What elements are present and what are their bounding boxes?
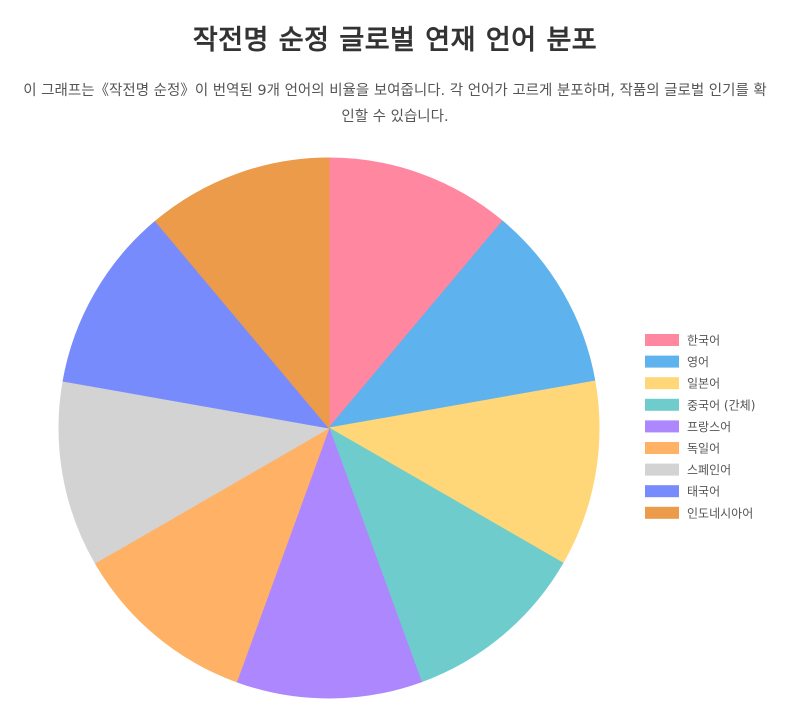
pie-slice-2[interactable]: [327, 220, 596, 429]
legend-swatch: [645, 463, 679, 476]
pie-slice-9[interactable]: [154, 157, 330, 430]
legend-swatch: [645, 485, 679, 498]
legend-label: 스페인어: [687, 463, 731, 477]
pie-slice-3[interactable]: [327, 380, 600, 564]
pie-slice-7[interactable]: [58, 380, 331, 564]
pie-slices: [58, 157, 600, 699]
legend-item-4[interactable]: 중국어 (간체): [645, 398, 755, 412]
pie-slice-1[interactable]: [328, 157, 504, 430]
legend-swatch: [645, 355, 679, 368]
legend-label: 영어: [687, 355, 709, 369]
legend-item-2[interactable]: 영어: [645, 355, 709, 369]
legend-label: 한국어: [687, 334, 720, 348]
legend-swatch: [645, 420, 679, 433]
legend-item-9[interactable]: 인도네시아어: [645, 506, 753, 520]
legend-label: 프랑스어: [687, 420, 731, 434]
legend-item-6[interactable]: 독일어: [645, 442, 720, 456]
legend-swatch: [645, 334, 679, 346]
legend-item-7[interactable]: 스페인어: [645, 463, 731, 477]
legend-swatch: [645, 442, 679, 454]
legend-label: 독일어: [687, 442, 720, 456]
legend-item-1[interactable]: 한국어: [645, 334, 720, 348]
pie-slice-4[interactable]: [328, 426, 564, 683]
legend-label: 태국어: [687, 485, 720, 499]
legend-label: 중국어 (간체): [687, 398, 755, 412]
page-title: 작전명 순정 글로벌 연재 언어 분포: [192, 25, 598, 56]
legend-item-8[interactable]: 태국어: [645, 485, 720, 499]
legend-swatch: [645, 506, 679, 519]
legend-item-5[interactable]: 프랑스어: [645, 420, 731, 434]
legend-swatch: [645, 398, 679, 411]
legend-item-3[interactable]: 일본어: [645, 377, 720, 391]
page-subtitle: 이 그래프는《작전명 순정》이 번역된 9개 언어의 비율을 보여줍니다. 각 …: [23, 83, 767, 125]
legend-label: 인도네시아어: [687, 506, 753, 520]
pie-slice-8[interactable]: [62, 220, 331, 429]
legend-label: 일본어: [687, 377, 720, 391]
pie-slice-5[interactable]: [236, 426, 422, 699]
legend-swatch: [645, 377, 679, 390]
pie-slice-6[interactable]: [94, 426, 330, 683]
